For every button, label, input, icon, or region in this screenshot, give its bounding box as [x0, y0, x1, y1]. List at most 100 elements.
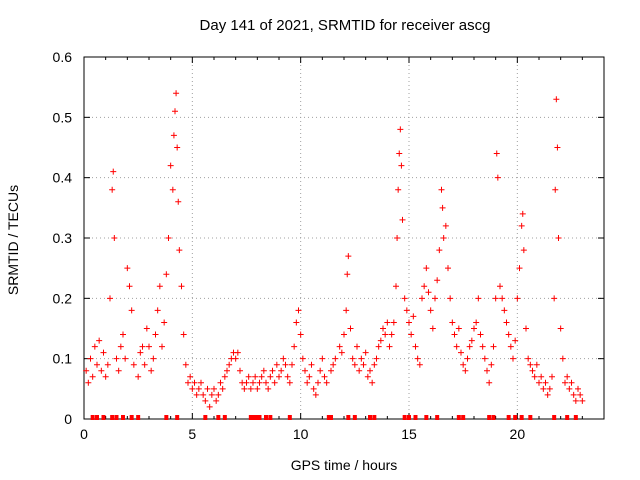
data-point — [466, 343, 473, 350]
data-point — [519, 210, 526, 217]
data-point — [447, 295, 454, 302]
data-point — [102, 373, 109, 380]
data-point — [146, 343, 152, 350]
data-point — [332, 355, 339, 362]
gap-marker — [95, 415, 99, 420]
data-point — [217, 379, 224, 386]
gap-marker — [203, 415, 208, 420]
data-point — [150, 355, 157, 362]
data-point — [310, 385, 317, 392]
data-point — [115, 367, 122, 374]
data-point — [455, 325, 462, 332]
data-point — [100, 349, 107, 356]
data-point — [91, 343, 98, 350]
data-point — [293, 319, 300, 326]
data-point — [182, 361, 189, 368]
data-point — [512, 337, 519, 344]
data-point — [554, 144, 561, 151]
data-point — [390, 319, 397, 326]
gap-marker — [164, 415, 169, 420]
data-point — [139, 343, 146, 350]
data-point — [263, 379, 269, 386]
data-point — [295, 307, 302, 314]
data-point — [250, 379, 256, 386]
data-point — [358, 355, 365, 362]
data-point — [193, 391, 200, 398]
data-point — [542, 379, 549, 386]
gap-marker — [255, 415, 260, 420]
data-point — [388, 331, 395, 338]
data-point — [564, 373, 571, 380]
data-point — [380, 325, 386, 332]
data-point — [438, 186, 445, 193]
data-point — [367, 367, 373, 374]
x-tick-label: 15 — [401, 426, 417, 442]
gap-marker — [491, 415, 496, 420]
data-point — [351, 361, 358, 368]
data-point — [527, 361, 534, 368]
data-point — [107, 295, 113, 302]
data-point — [460, 361, 467, 368]
data-point — [98, 367, 105, 374]
data-point — [399, 216, 406, 223]
gap-marker — [222, 415, 227, 420]
data-point — [434, 277, 441, 284]
data-point — [104, 361, 111, 368]
data-point — [549, 373, 555, 380]
data-point — [371, 361, 378, 368]
data-point — [429, 325, 436, 332]
data-point — [286, 379, 293, 386]
data-point — [546, 385, 553, 392]
data-point — [156, 283, 163, 290]
data-point — [247, 385, 254, 392]
data-point — [468, 337, 475, 344]
data-point — [297, 331, 304, 338]
gap-marker — [352, 415, 357, 420]
data-point — [304, 379, 311, 386]
data-point — [195, 385, 202, 392]
data-point — [436, 247, 443, 254]
data-point — [137, 349, 144, 356]
data-point — [148, 367, 155, 374]
data-point — [269, 367, 276, 374]
gap-marker — [326, 415, 331, 420]
gap-marker — [552, 415, 557, 420]
data-point — [440, 235, 447, 241]
data-point — [382, 331, 389, 338]
axis-ticks: 0 5 10 15 20 0 0.1 0.2 0.3 0.4 0.5 0.6 — [53, 49, 605, 442]
data-point — [87, 355, 94, 362]
data-point — [562, 379, 568, 386]
data-point — [544, 391, 551, 398]
y-tick-label: 0.2 — [53, 290, 73, 306]
data-point — [172, 108, 178, 115]
gap-marker — [329, 415, 333, 420]
gap-marker — [175, 415, 180, 420]
data-point — [302, 367, 308, 374]
data-point — [514, 295, 521, 302]
data-point — [252, 373, 259, 380]
data-point — [126, 283, 133, 290]
data-point — [170, 132, 177, 139]
data-point — [299, 355, 306, 362]
data-point — [204, 385, 211, 392]
data-point — [395, 186, 402, 193]
gap-marker — [513, 415, 518, 420]
data-point — [323, 379, 330, 386]
data-point — [113, 355, 120, 362]
data-point — [499, 295, 506, 302]
data-point — [401, 295, 408, 302]
data-point — [421, 283, 428, 290]
data-point — [178, 283, 185, 290]
data-point — [427, 307, 434, 314]
data-point — [265, 385, 272, 392]
data-point — [375, 343, 382, 350]
data-point — [211, 385, 217, 392]
gap-marker — [264, 415, 268, 420]
data-point — [570, 391, 577, 398]
data-point — [425, 289, 432, 296]
data-point — [130, 361, 137, 368]
data-point — [503, 319, 510, 326]
data-point — [191, 379, 198, 386]
data-point — [525, 355, 532, 362]
data-point — [475, 295, 482, 302]
